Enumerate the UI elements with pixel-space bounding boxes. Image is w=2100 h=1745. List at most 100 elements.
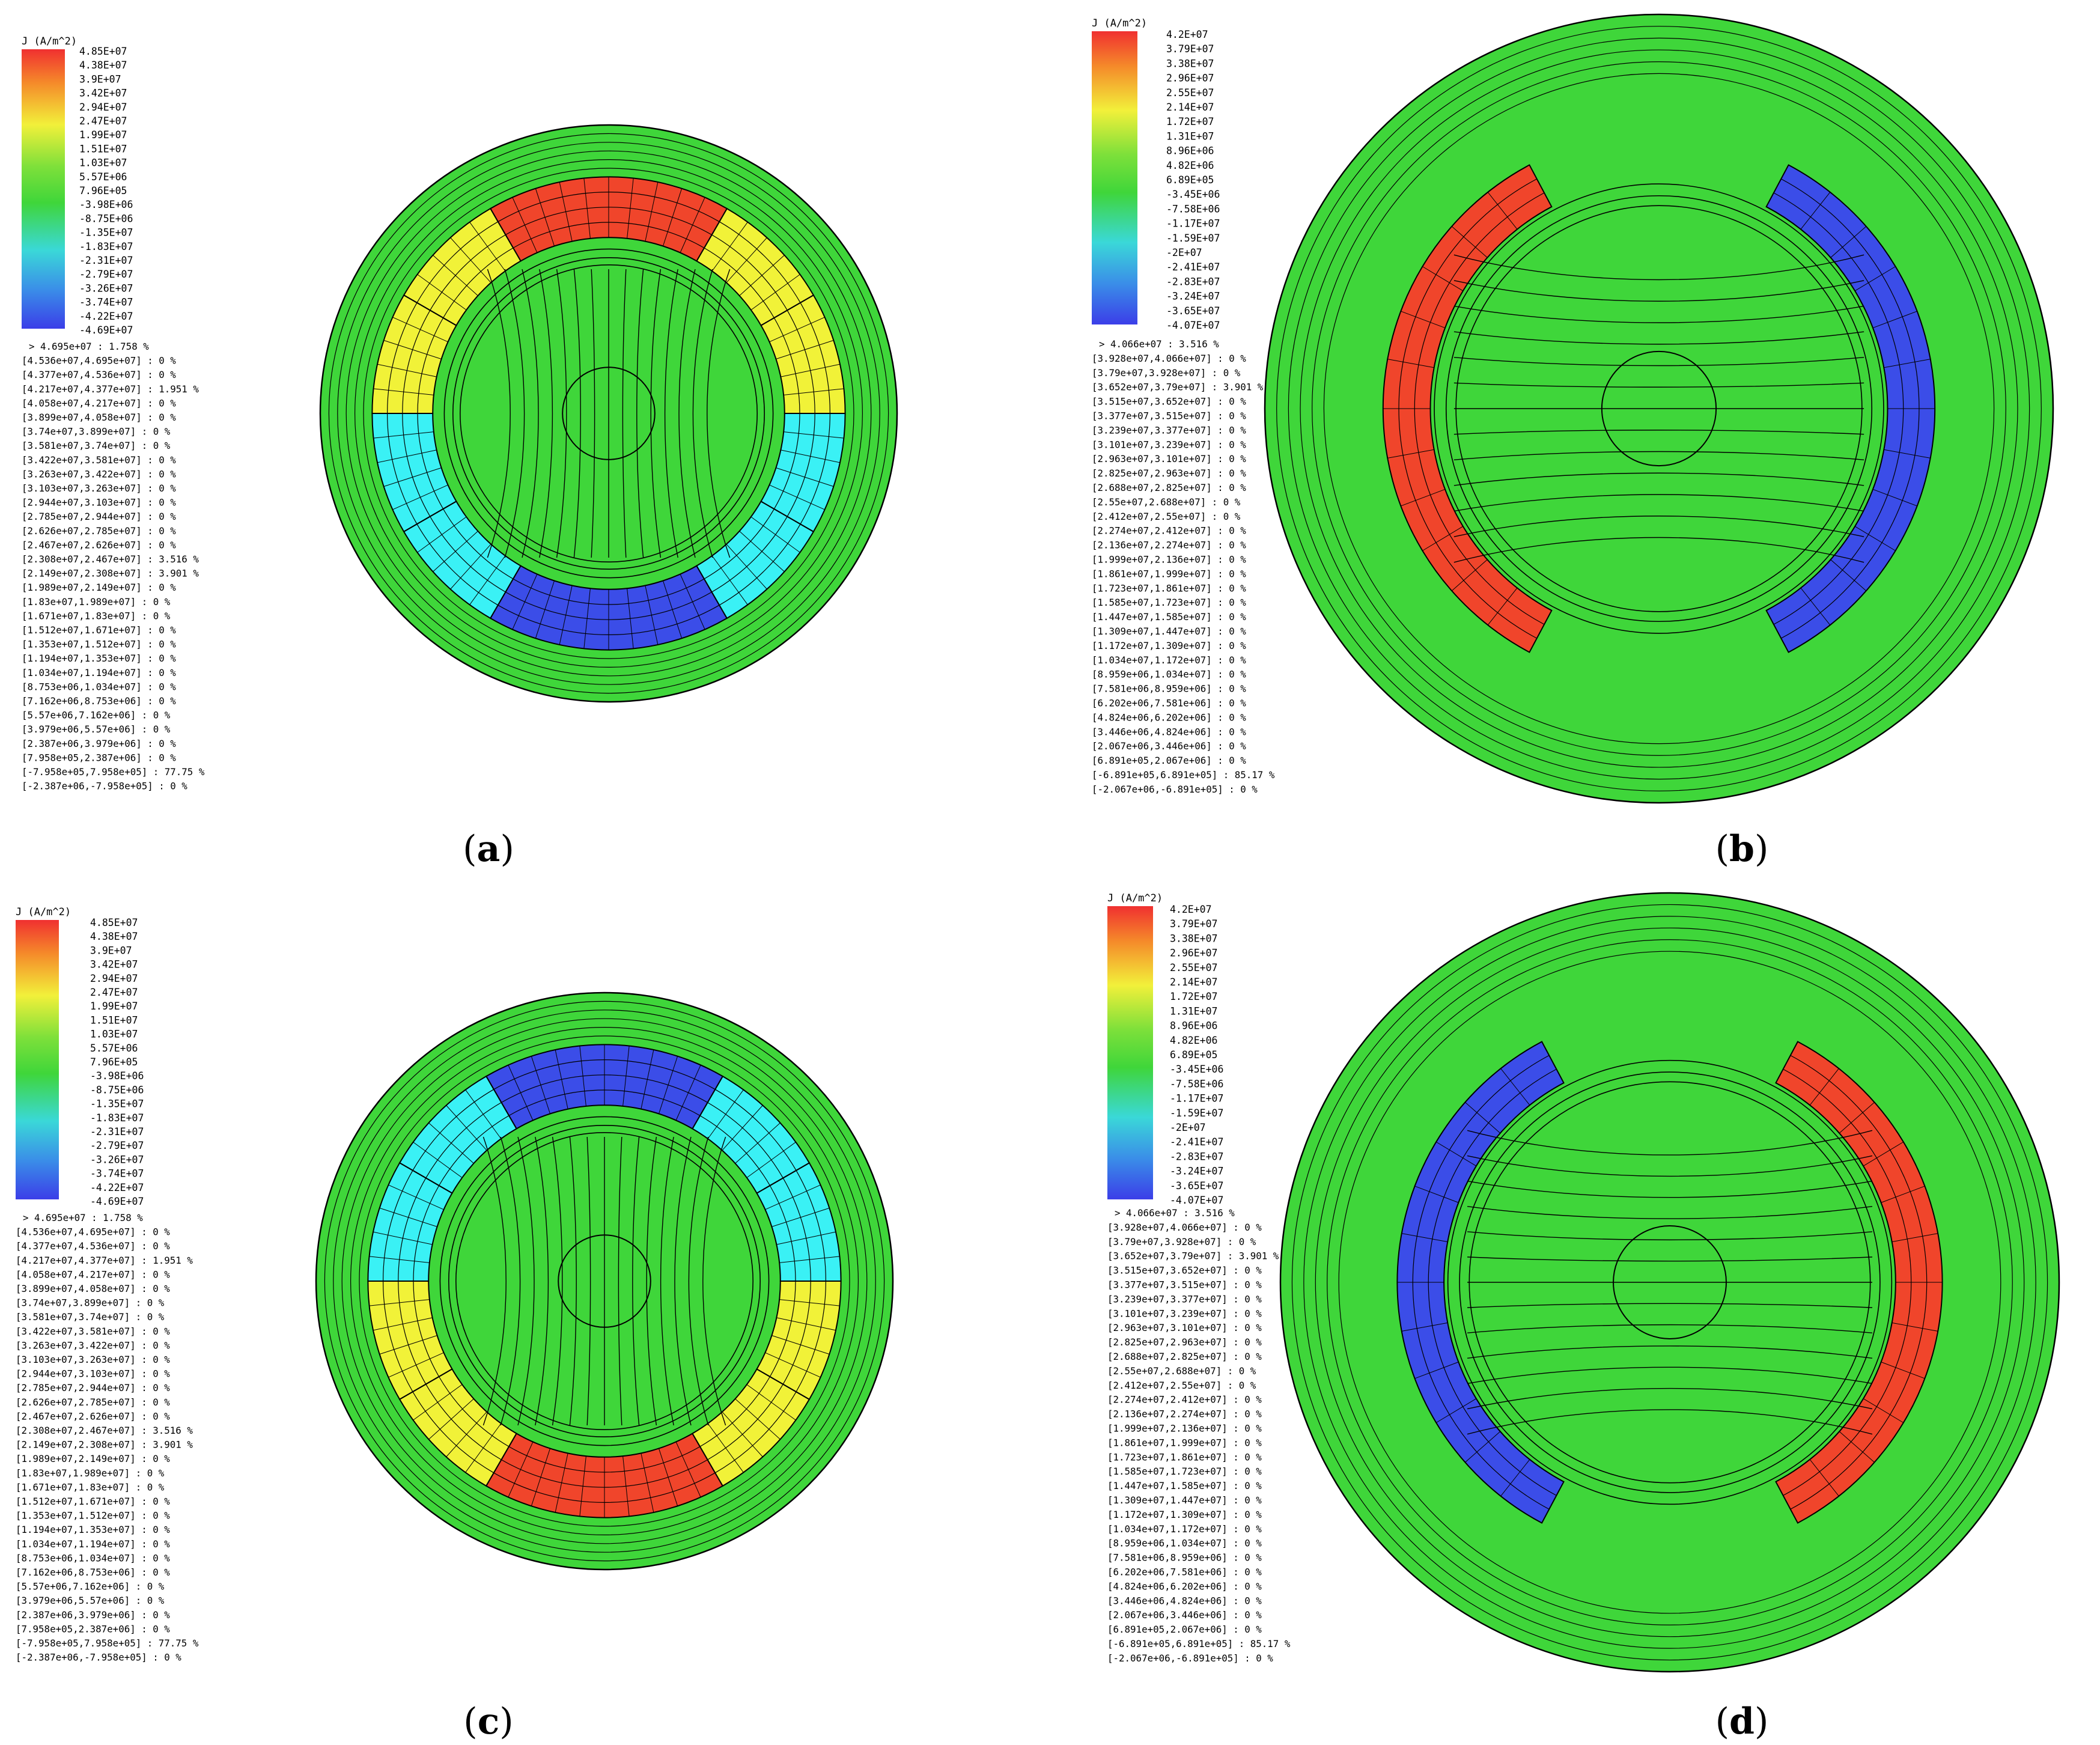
legend-title: J (A/m^2) [1107,892,1163,904]
histogram-line: [1.172e+07,1.309e+07] : 0 % [1107,1509,1262,1520]
outer-flux-line [1300,49,2018,768]
histogram-line: [4.058e+07,4.217e+07] : 0 % [16,1268,170,1280]
colorbar-tick-label: -4.69E+07 [90,1196,144,1207]
coil-turn-line [373,1231,433,1245]
flux-line [1467,1155,1873,1177]
colorbar-tick-label: 2.94E+07 [90,973,138,984]
colorbar-tick-label: -2.83E+07 [1166,276,1220,287]
coil-turn-line [779,1256,840,1263]
histogram-line: [4.824e+06,6.202e+06] : 0 % [1107,1580,1262,1592]
coil-turn-line [369,1299,430,1306]
outer-flux-line [333,1010,876,1553]
coil-layer-line [769,1281,796,1377]
histogram-line: [3.103e+07,3.263e+07] : 0 % [16,1354,170,1365]
coil-turn-line [1892,1322,1938,1332]
histogram-line: [1.83e+07,1.989e+07] : 0 % [22,596,171,608]
histogram-line: [1.194e+07,1.353e+07] : 0 % [16,1524,170,1535]
colorbar-tick-label: 1.72E+07 [1166,116,1214,127]
colorbar-tick-label: -3.74E+07 [79,297,133,308]
colorbar-tick-label: 2.47E+07 [90,987,138,998]
colorbar-tick-label: -3.65E+07 [1166,305,1220,317]
colorbar-tick-label: -2.83E+07 [1170,1151,1223,1162]
colorbar-tick-label: 8.96E+06 [1170,1020,1217,1032]
coil-turn-line [781,449,841,463]
histogram-line: [3.239e+07,3.377e+07] : 0 % [1092,424,1246,436]
outer-flux-line [1315,927,2025,1637]
flux-line [1467,1366,1873,1384]
coil-turn-line [579,1046,586,1106]
panel-c: J (A/m^2) 4.85E+07 4.38E+07 3.9E+07 3.42E+0… [0,872,1050,1745]
outer-flux-line [354,159,863,668]
histogram-line: [2.944e+07,3.103e+07] : 0 % [22,497,176,508]
colorbar-tick-label: 1.51E+07 [79,143,127,154]
coil-layer-line [714,1391,797,1473]
colorbar-tick-label: 4.2E+07 [1170,904,1212,915]
rotor-ring [1459,1071,1881,1493]
coil-turn-line [776,1317,836,1331]
outer-flux-line [1276,26,2042,791]
histogram-line: [4.377e+07,4.536e+07] : 0 % [16,1240,170,1252]
histogram-line: [-6.891e+05,6.891e+05] : 85.17 % [1092,769,1275,781]
colorbar-tick-label: 1.31E+07 [1166,130,1214,142]
flux-line [517,1136,535,1426]
histogram-line: [1.309e+07,1.447e+07] : 0 % [1092,626,1246,637]
histogram-line: [3.101e+07,3.239e+07] : 0 % [1092,439,1246,450]
coil-turn-line [627,588,634,649]
coil-turn-line [512,574,538,630]
colorbar-tick-label: -3.45E+06 [1166,189,1220,200]
coil-turn-line [469,222,506,272]
outer-flux-line [341,1018,868,1544]
coil-turn-line [559,181,573,242]
coil-layer-line [416,221,499,303]
coil-turn-line [1414,1362,1459,1379]
coil-turn-line [373,1317,433,1331]
flux-line [702,1136,726,1426]
coil-turn-line [583,588,591,649]
coil-turn-line [739,531,785,572]
histogram-line: [6.202e+06,7.581e+06] : 0 % [1092,698,1246,709]
colorbar-tick-label: -3.45E+06 [1170,1064,1223,1075]
coil-turn-line [555,1453,568,1513]
flux-line [646,1136,657,1426]
flux-lines [1276,26,2042,791]
colorbar-tick-label: -2.79E+07 [79,269,133,280]
colorbar [1107,906,1153,1199]
coil-turn-line [776,467,834,487]
coil-layer-line [439,1115,510,1186]
histogram-line: [4.536e+07,4.695e+07] : 0 % [16,1226,170,1238]
coil-turn-line [645,585,659,645]
coil-layer-line [383,1281,413,1392]
colorbar-tick-label: 3.79E+07 [1166,43,1214,55]
flux-line [522,269,539,558]
coil-turn-line [735,1398,781,1440]
colorbar-tick-label: 1.51E+07 [90,1014,138,1026]
coil-turn-line [433,531,478,572]
outer-flux-line [1288,37,2030,780]
flux-line [1467,1130,1873,1156]
flux-line [1467,1205,1873,1219]
coil-layer-line [714,1089,797,1171]
colorbar-tick-label: -2.31E+07 [90,1126,144,1137]
colorbar-tick-label: 7.96E+05 [79,185,127,196]
coil-turn-line [1854,266,1896,291]
colorbar [22,49,65,329]
colorbar-tick-label: 4.2E+07 [1166,29,1208,40]
flux-line [688,1136,709,1426]
histogram-line: [1.172e+07,1.309e+07] : 0 % [1092,640,1246,651]
histogram-line: [3.652e+07,3.79e+07] : 3.901 % [1092,382,1264,393]
rotor-ring [459,264,758,562]
flux-line [535,1136,549,1426]
flux-line [636,269,644,558]
histogram-line: > 4.066e+07 : 3.516 % [1099,338,1219,350]
histogram-line: [4.217e+07,4.377e+07] : 1.951 % [16,1255,193,1266]
coil-turn-line [1387,359,1434,368]
histogram-line: [-2.387e+06,-7.958e+05] : 0 % [22,781,187,792]
flux-line [618,1136,622,1426]
coil-turn-line [772,1335,830,1355]
coil-turn-line [1435,1398,1477,1424]
histogram-line: [3.652e+07,3.79e+07] : 3.901 % [1107,1250,1279,1262]
legend-title: J (A/m^2) [16,906,71,918]
histogram-line: [2.149e+07,2.308e+07] : 3.901 % [22,568,199,579]
histogram-line: [2.067e+06,3.446e+06] : 0 % [1092,740,1246,752]
flux-lines [1291,904,2048,1661]
